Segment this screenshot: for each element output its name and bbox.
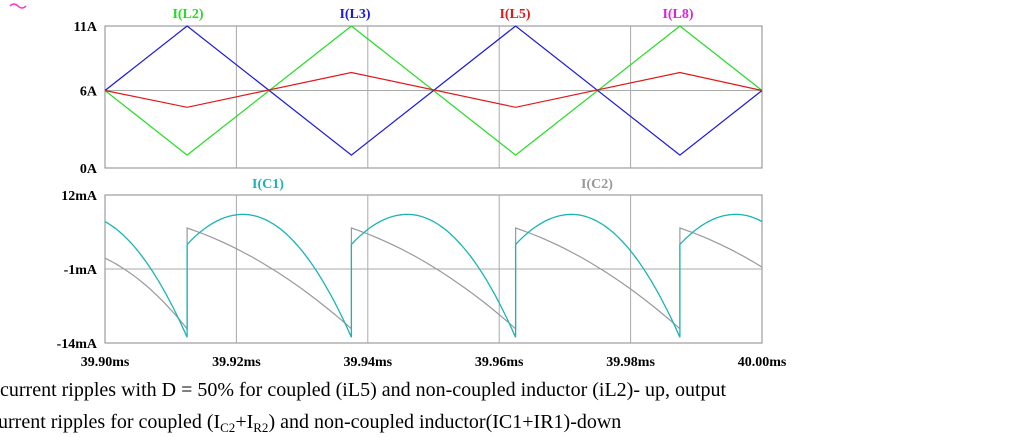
series-line [104, 25, 763, 156]
caption-sub-c2: C2 [220, 420, 236, 435]
caption-sub-r2: R2 [253, 420, 269, 435]
x-tick-label: 40.00ms [738, 355, 787, 370]
x-tick-label: 39.90ms [81, 355, 130, 370]
y-tick-label: -1mA [64, 263, 98, 278]
series-line-ic2 [104, 227, 763, 331]
legend-entry: I(L8) [662, 7, 693, 22]
y-tick-label: 6A [80, 85, 98, 100]
marker-tilde [9, 3, 27, 9]
legend-entry: I(C2) [581, 177, 613, 192]
caption-line-2-c: ) and non-coupled inductor(IC1+IR1)-down [268, 411, 622, 433]
x-tick-label: 39.92ms [212, 355, 261, 370]
x-tick-label: 39.94ms [343, 355, 392, 370]
series-line-ic1 [104, 213, 763, 338]
caption-line-2: urrent ripples for coupled (IC2+IR2) and… [0, 410, 1008, 434]
y-tick-label: -14mA [57, 337, 98, 352]
caption-line-2-a: urrent ripples for coupled (I [0, 411, 221, 433]
y-tick-label: 0A [80, 162, 98, 177]
y-tick-label: 12mA [61, 189, 98, 204]
legend-entry: I(C1) [252, 177, 284, 192]
bottom-panel: 12mA -1mA -14mA I(C1) I(C2) [57, 177, 763, 352]
x-axis-labels: 39.90ms 39.92ms 39.94ms 39.96ms 39.98ms 40.00… [81, 355, 787, 370]
series-line [104, 71, 763, 108]
legend-entry: I(L5) [499, 7, 530, 22]
legend-entry: I(L3) [339, 7, 370, 22]
legend-entry: I(L2) [172, 7, 203, 22]
plot-frame [104, 25, 763, 169]
x-tick-label: 39.96ms [475, 355, 524, 370]
top-panel: 11A 6A 0A I(L2) I(L3) I(L5) I(L8) [74, 7, 763, 177]
x-tick-label: 39.98ms [606, 355, 655, 370]
caption-line-2-b: +I [235, 411, 254, 433]
chart-figure: 11A 6A 0A I(L2) I(L3) I(L5) I(L8) 12mA -1mA -14m… [9, 3, 787, 370]
caption-line-1: current ripples with D = 50% for coupled… [0, 379, 727, 401]
y-tick-label: 11A [74, 20, 98, 35]
